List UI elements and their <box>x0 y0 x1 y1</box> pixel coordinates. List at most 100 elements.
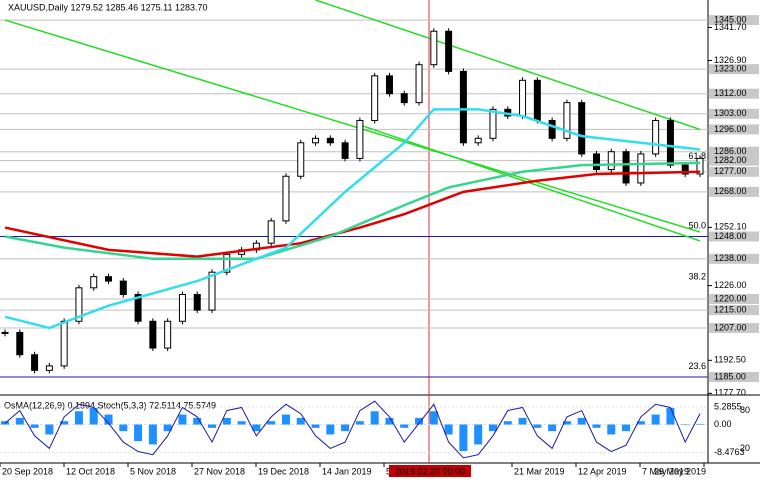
level-label-box <box>709 15 759 26</box>
stoch-line <box>4 400 701 459</box>
crosshair-label-box <box>389 465 471 477</box>
osma-bar <box>444 424 453 435</box>
osma-bar <box>355 421 364 425</box>
osma-bar <box>296 417 305 425</box>
osma-bar <box>562 421 571 425</box>
y-tick-label: 1192.50 <box>714 355 746 365</box>
candle <box>563 102 571 139</box>
osma-bar <box>341 424 350 432</box>
osma-bar <box>622 424 631 432</box>
level-label-box <box>709 146 759 157</box>
x-tick-label: 12 Apr 2019 <box>578 466 627 476</box>
osma-bar <box>666 407 675 425</box>
level-label-box <box>709 186 759 197</box>
osma-bar <box>518 417 527 425</box>
moving-average <box>4 170 701 258</box>
level-label-box <box>709 305 759 316</box>
osma-bar <box>459 424 468 452</box>
level-label-box <box>709 64 759 75</box>
x-tick-label: 27 Nov 2018 <box>194 466 245 476</box>
osma-bar <box>488 424 497 432</box>
moving-average <box>4 108 701 330</box>
y-tick-label: 1323.00 <box>714 64 747 74</box>
y-tick-label: 1248.00 <box>714 231 747 241</box>
x-tick-label: 7 May 2019 <box>642 466 689 476</box>
osma-bar <box>222 417 231 425</box>
candle <box>400 93 408 104</box>
osma-bar <box>577 417 586 425</box>
y-tick-label: 1345.00 <box>714 14 747 24</box>
osma-bar <box>30 424 39 428</box>
candle <box>326 137 334 144</box>
osma-bar <box>636 421 645 425</box>
candle <box>119 280 127 296</box>
osma-bar <box>104 414 113 425</box>
level-label-box <box>709 88 759 99</box>
osma-bar <box>89 407 98 425</box>
channel-line <box>4 19 701 233</box>
candle <box>282 175 290 222</box>
osma-bar <box>696 423 704 425</box>
osma-bar <box>45 424 54 435</box>
candle <box>637 153 645 184</box>
level-label-box <box>709 231 759 242</box>
candle <box>459 70 467 144</box>
y-tick-label: 1220.00 <box>714 293 747 303</box>
osma-tick-label: 0.00 <box>714 419 732 429</box>
candle <box>666 119 674 166</box>
candle <box>105 276 113 282</box>
y-tick-label: 1185.00 <box>714 371 746 381</box>
level-label-box <box>709 108 759 119</box>
candle <box>45 365 53 371</box>
x-tick-label: 5 Nov 2018 <box>130 466 176 476</box>
y-tick-label: 1252.10 <box>714 222 747 232</box>
level-label-box <box>709 155 759 166</box>
candle <box>415 64 423 104</box>
chart-title: XAUUSD,Daily 1279.52 1285.46 1275.11 128… <box>8 2 207 12</box>
fib-label: 23.6 <box>688 361 706 371</box>
x-tick-label: 29 May 2019 <box>654 466 706 476</box>
x-tick-label: 21 Mar 2019 <box>514 466 565 476</box>
y-tick-label: 1312.00 <box>714 88 747 98</box>
crosshair-label: 2019.02.20 00:00 <box>395 466 465 476</box>
osma-bar <box>15 417 24 425</box>
osma-tick-label: 5.2855 <box>714 401 742 411</box>
osma-bar <box>178 414 187 425</box>
osma-bar <box>592 424 601 428</box>
candle <box>90 276 98 289</box>
osma-bar <box>370 411 379 425</box>
candle <box>607 151 615 171</box>
candle <box>75 287 83 322</box>
y-tick-label: 1277.00 <box>714 166 747 176</box>
fib-label: 38.2 <box>688 272 706 282</box>
candle <box>134 294 142 322</box>
candle <box>474 137 482 144</box>
candle <box>371 75 379 121</box>
candle <box>578 102 586 155</box>
osma-bar <box>533 424 542 428</box>
fib-label: 61.8 <box>688 151 706 161</box>
y-tick-label: 1177.70 <box>714 388 746 398</box>
osma-bar <box>607 424 616 435</box>
osma-bar <box>548 424 557 432</box>
osma-bar <box>119 424 128 432</box>
osma-bar <box>429 411 438 425</box>
candle <box>297 142 305 177</box>
candle <box>696 157 704 175</box>
candle <box>592 153 600 171</box>
y-tick-label: 1286.00 <box>714 146 747 156</box>
x-tick-label: 14 Jan 2019 <box>322 466 372 476</box>
y-tick-label: 1296.00 <box>714 124 747 134</box>
x-tick-label: 20 Sep 2018 <box>2 466 53 476</box>
y-tick-label: 1341.70 <box>714 22 747 32</box>
fib-label: 50.0 <box>688 220 706 230</box>
candle <box>164 320 172 349</box>
y-tick-label: 1268.00 <box>714 186 747 196</box>
osma-bar <box>237 421 246 425</box>
candle <box>31 354 39 371</box>
y-tick-label: 1215.00 <box>714 304 747 314</box>
candle <box>548 119 556 139</box>
level-label-box <box>709 372 759 383</box>
moving-average <box>4 161 701 261</box>
osma-bar <box>311 424 320 428</box>
